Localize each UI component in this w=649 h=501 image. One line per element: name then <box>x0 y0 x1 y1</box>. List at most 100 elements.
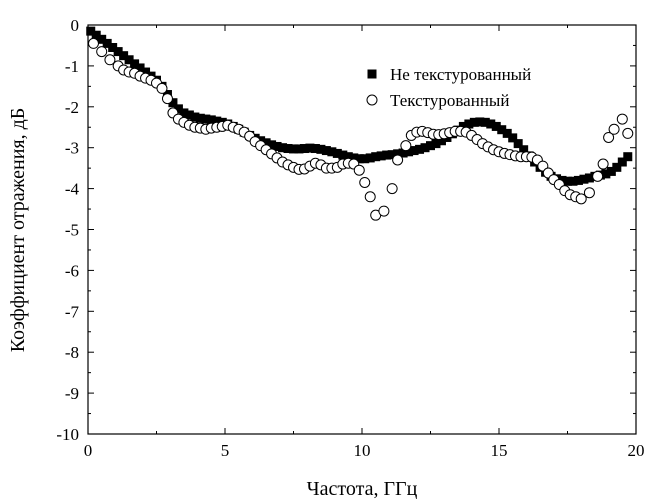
data-point-square <box>393 149 403 159</box>
data-point-square <box>371 152 381 162</box>
y-tick-label: -8 <box>65 343 79 362</box>
data-point-square <box>480 117 490 127</box>
x-tick-label: 15 <box>491 441 508 460</box>
data-point-square <box>382 150 392 160</box>
series-2 <box>87 37 634 221</box>
data-point-circle <box>156 82 168 94</box>
data-point-square <box>519 145 529 155</box>
plot-frame <box>87 24 637 435</box>
x-tick-label: 10 <box>354 441 371 460</box>
data-point-square <box>135 63 145 73</box>
data-point-circle <box>378 205 390 217</box>
data-point-square <box>294 144 304 154</box>
data-point-square <box>113 47 123 57</box>
data-point-square <box>623 152 633 162</box>
data-point-circle <box>392 154 404 166</box>
data-point-circle <box>400 140 412 152</box>
data-point-square <box>464 119 474 129</box>
data-point-square <box>426 141 435 151</box>
data-point-circle <box>87 37 99 49</box>
data-point-circle <box>592 170 604 182</box>
data-point-square <box>376 151 386 161</box>
data-point-square <box>612 162 622 172</box>
data-point-square <box>404 147 414 157</box>
y-axis-title: Коэффициент отражения, дБ <box>7 108 29 353</box>
data-point-square <box>305 143 315 153</box>
data-point-circle <box>603 131 615 143</box>
data-point-square <box>97 34 107 44</box>
data-point-square <box>606 166 616 176</box>
data-point-square <box>179 108 189 118</box>
data-point-square <box>436 136 446 146</box>
data-point-circle <box>583 187 595 199</box>
data-point-square <box>321 146 331 156</box>
legend-label-series-1: Не текстурованный <box>390 65 531 84</box>
data-point-square <box>365 153 375 163</box>
legend-marker-series-2 <box>366 94 378 106</box>
data-point-square <box>338 150 348 160</box>
data-point-square <box>398 148 408 158</box>
axis-ticks <box>87 24 637 435</box>
x-tick-label: 20 <box>628 441 645 460</box>
data-point-square <box>491 121 501 131</box>
data-point-circle <box>575 193 587 205</box>
data-point-square <box>173 104 183 114</box>
y-tick-label: -4 <box>65 180 80 199</box>
data-point-square <box>601 169 611 179</box>
data-point-square <box>458 121 468 131</box>
data-point-circle <box>386 183 398 195</box>
y-tick-label: -1 <box>65 57 79 76</box>
data-point-square <box>278 143 288 153</box>
data-point-square <box>486 119 496 129</box>
data-point-square <box>415 144 425 154</box>
data-point-square <box>409 146 419 156</box>
data-point-square <box>502 128 512 138</box>
data-point-square <box>206 115 216 125</box>
data-point-square <box>102 38 112 48</box>
data-point-square <box>354 154 364 164</box>
y-tick-label: -5 <box>65 221 79 240</box>
data-point-square <box>119 51 129 61</box>
data-point-square <box>316 144 326 154</box>
data-point-square <box>299 144 309 154</box>
data-point-circle <box>353 164 365 176</box>
data-point-square <box>261 138 271 148</box>
data-point-circle <box>364 191 376 203</box>
data-point-square <box>475 117 485 127</box>
data-point-square <box>513 139 523 149</box>
data-point-square <box>283 144 293 154</box>
series-1 <box>86 26 633 186</box>
data-point-square <box>141 67 151 77</box>
data-point-square <box>563 176 572 186</box>
data-point-square <box>573 175 583 185</box>
data-point-circle <box>622 127 634 139</box>
y-tick-label: -7 <box>65 302 80 321</box>
data-point-circle <box>597 158 609 170</box>
x-tick-label: 0 <box>84 441 93 460</box>
data-point-square <box>184 110 194 120</box>
data-point-square <box>349 153 359 163</box>
data-point-square <box>332 148 342 158</box>
y-tick-label: -6 <box>65 261 79 280</box>
data-point-square <box>267 140 277 150</box>
data-point-square <box>108 42 118 52</box>
data-point-square <box>617 157 627 167</box>
data-point-square <box>272 141 282 151</box>
data-point-circle <box>161 93 173 105</box>
y-tick-label: 0 <box>71 16 80 35</box>
data-point-circle <box>608 123 620 135</box>
data-point-square <box>579 174 589 184</box>
data-point-square <box>212 116 222 126</box>
data-point-square <box>190 112 200 122</box>
data-point-square <box>584 173 594 183</box>
data-point-square <box>420 143 430 153</box>
y-tick-label: -9 <box>65 384 79 403</box>
data-point-square <box>86 26 96 36</box>
x-tick-label: 5 <box>221 441 230 460</box>
data-point-square <box>431 139 441 149</box>
data-point-circle <box>96 46 108 58</box>
data-point-square <box>195 113 205 123</box>
data-point-circle <box>616 113 628 125</box>
y-tick-label: -2 <box>65 98 79 117</box>
tick-labels: 0 5 10 15 20 0 -1 -2 -3 -4 -5 -6 -7 -8 -9 -10 <box>56 16 644 460</box>
